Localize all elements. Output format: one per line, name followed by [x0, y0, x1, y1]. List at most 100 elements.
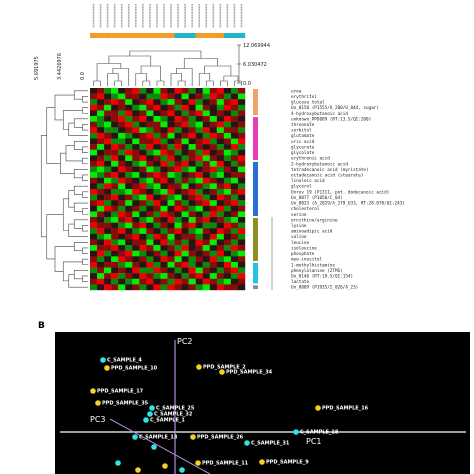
heatmap-cell: [118, 138, 126, 145]
heatmap-cell: [111, 183, 119, 190]
heatmap-cell: [160, 172, 168, 178]
heatmap-cell: [111, 239, 119, 246]
dendrogram-branch: [220, 80, 228, 86]
heatmap-cell: [195, 116, 203, 122]
heatmap-cell: [230, 256, 239, 263]
heatmap-cell: [139, 256, 147, 263]
heatmap-cell: [90, 256, 98, 263]
pca-point: [115, 460, 121, 466]
heatmap-cell: [230, 211, 239, 218]
heatmap-cell: [139, 194, 147, 201]
heatmap-cell: [167, 172, 175, 178]
heatmap-cell: [223, 104, 232, 111]
heatmap-cell: [97, 149, 105, 156]
heatmap-cell: [104, 217, 112, 223]
heatmap-cell: [181, 222, 189, 229]
heatmap-cell: [195, 211, 203, 218]
heatmap-cell: [216, 104, 225, 111]
heatmap-cell: [223, 127, 232, 134]
heatmap-cell: [97, 93, 105, 100]
heatmap-cell: [111, 250, 119, 257]
heatmap-cell: [237, 177, 246, 184]
heatmap-cell: [125, 256, 133, 263]
heatmap-cell: [216, 160, 225, 167]
heatmap-cell: [181, 228, 189, 235]
pca-point: [190, 434, 196, 440]
heatmap-cell: [216, 205, 225, 212]
dendrogram-branch: [82, 275, 88, 282]
heatmap-cell: [209, 250, 218, 257]
heatmap-cell: [111, 194, 119, 201]
heatmap-cell: [111, 205, 119, 212]
heatmap-cell: [146, 116, 154, 122]
heatmap-cell: [230, 245, 239, 251]
dendrogram-branch: [114, 80, 123, 86]
row-label: Un_0077 (P1050/C_04): [291, 195, 343, 201]
heatmap-cell: [111, 155, 119, 162]
heatmap-cell: [118, 211, 126, 218]
heatmap-cell: [223, 278, 232, 285]
heatmap-cell: [153, 256, 161, 263]
heatmap-cell: [118, 149, 126, 156]
heatmap-cell: [153, 166, 161, 173]
heatmap-cell: [167, 267, 175, 274]
heatmap-cell: [188, 172, 196, 178]
heatmap-cell: [174, 160, 182, 167]
heatmap-cell: [188, 245, 196, 251]
heatmap-cell: [188, 160, 196, 167]
heatmap-cell: [97, 267, 105, 274]
row-label: valine: [291, 234, 307, 240]
heatmap-cell: [209, 99, 218, 106]
heatmap-cell: [237, 233, 246, 240]
heatmap-cell: [202, 121, 210, 128]
heatmap-cell: [216, 261, 225, 268]
heatmap-cell: [111, 245, 119, 251]
heatmap-cell: [125, 239, 133, 246]
heatmap-cell: [167, 284, 175, 291]
heatmap-cell: [132, 245, 140, 251]
heatmap-cell: [202, 88, 210, 94]
heatmap-cell: [167, 160, 175, 167]
heatmap-cell: [188, 138, 196, 145]
heatmap-cell: [195, 222, 203, 229]
heatmap-cell: [111, 228, 119, 235]
heatmap-cell: [237, 155, 246, 162]
heatmap-cell: [153, 278, 161, 285]
column-group-bar: [223, 33, 232, 38]
column-group-bar: [132, 33, 140, 38]
heatmap-cell: [139, 239, 147, 246]
heatmap-cell: [125, 194, 133, 201]
heatmap-cell: [118, 160, 126, 167]
heatmap-cell: [132, 239, 140, 246]
heatmap-cell: [223, 172, 232, 178]
heatmap-cell: [223, 211, 232, 218]
dendrogram-branch: [135, 73, 147, 86]
heatmap-cell: [139, 166, 147, 173]
heatmap-cell: [160, 222, 168, 229]
heatmap-cell: [174, 205, 182, 212]
heatmap-cell: [230, 155, 239, 162]
heatmap-cell: [132, 132, 140, 139]
heatmap-cell: [118, 267, 126, 274]
heatmap-cell: [125, 261, 133, 268]
heatmap-cell: [202, 267, 210, 274]
heatmap-cell: [202, 273, 210, 279]
dendrogram-branch: [82, 124, 88, 131]
point-label: C_SAMPLE_1: [150, 418, 185, 424]
row-label: cholesterol: [291, 206, 320, 212]
row-group-bar: [253, 285, 258, 289]
heatmap-cell: [237, 205, 246, 212]
heatmap-cell: [153, 222, 161, 229]
heatmap-cell: [153, 233, 161, 240]
heatmap-cell: [132, 149, 140, 156]
point-label: C_SAMPLE_32: [154, 412, 193, 418]
column-group-bar: [195, 33, 203, 38]
heatmap-cell: [230, 273, 239, 279]
heatmap-cell: [181, 217, 189, 223]
heatmap-cell: [202, 155, 210, 162]
dendrogram-branch: [73, 270, 88, 280]
heatmap-cell: [174, 132, 182, 139]
heatmap-cell: [209, 194, 218, 201]
heatmap-cell: [230, 233, 239, 240]
heatmap-cell: [188, 177, 196, 184]
